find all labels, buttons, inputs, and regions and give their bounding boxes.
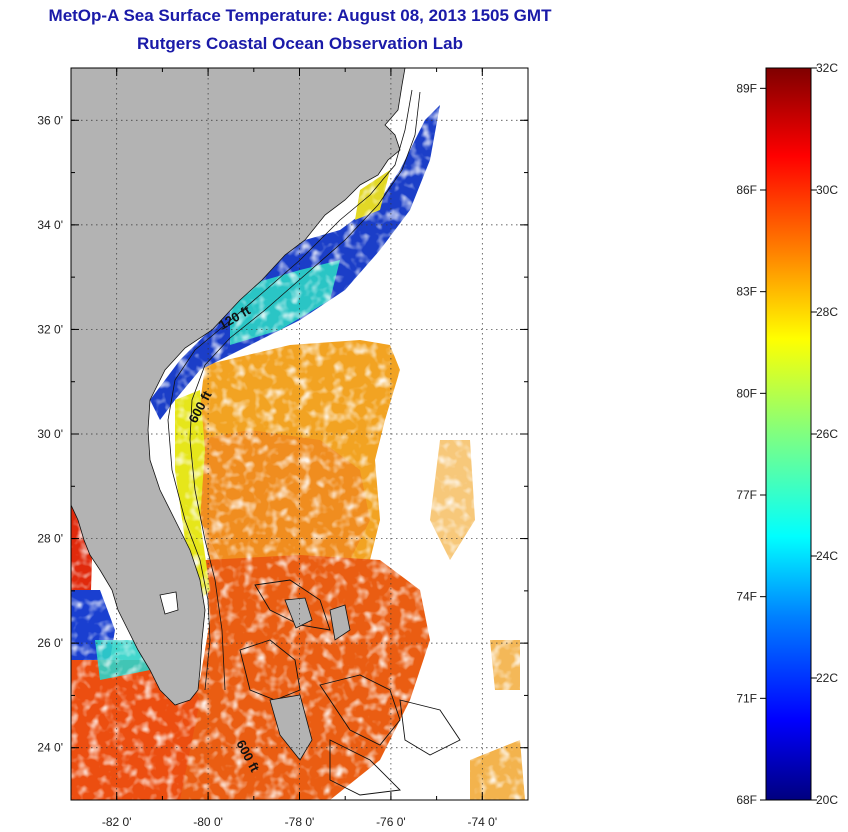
island-land: [159, 591, 351, 761]
x-tick-label: -78 0': [285, 815, 315, 829]
y-tick-label: 36 0': [37, 113, 63, 127]
colorbar-f-label: 77F: [736, 488, 757, 502]
axis-ticks: [70, 67, 529, 801]
colorbar: 89F 86F 83F 80F 77F 74F 71F 68F 32C 30C 28C 26C 24C…: [736, 61, 838, 807]
colorbar-f-label: 68F: [736, 793, 757, 807]
colorbar-c-label: 22C: [816, 671, 838, 685]
y-tick-label: 26 0': [37, 636, 63, 650]
x-tick-label: -76 0': [376, 815, 406, 829]
colorbar-gradient: [765, 67, 812, 801]
x-tick-label: -74 0': [467, 815, 497, 829]
land-mass: [71, 68, 406, 706]
colorbar-f-label: 89F: [736, 81, 757, 95]
y-tick-label: 28 0': [37, 532, 63, 546]
colorbar-fahrenheit-labels: 89F 86F 83F 80F 77F 74F 71F 68F: [736, 81, 766, 807]
colorbar-c-label: 20C: [816, 793, 838, 807]
chart-subtitle: Rutgers Coastal Ocean Observation Lab: [137, 34, 463, 53]
colorbar-c-label: 30C: [816, 183, 838, 197]
bathymetry-contours: [167, 89, 421, 691]
colorbar-f-label: 83F: [736, 285, 757, 299]
chart-title: MetOp-A Sea Surface Temperature: August …: [48, 6, 552, 25]
x-tick-label: -80 0': [193, 815, 223, 829]
y-tick-label: 24 0': [37, 741, 63, 755]
colorbar-c-label: 28C: [816, 305, 838, 319]
x-tick-label: -82 0': [102, 815, 132, 829]
y-tick-label: 30 0': [37, 427, 63, 441]
graticule: [71, 68, 528, 800]
x-axis-labels: -82 0' -80 0' -78 0' -76 0' -74 0': [102, 815, 497, 829]
map-area: [71, 68, 528, 800]
colorbar-celsius-labels: 32C 30C 28C 26C 24C 22C 20C: [811, 61, 838, 807]
colorbar-c-label: 26C: [816, 427, 838, 441]
colorbar-c-label: 24C: [816, 549, 838, 563]
colorbar-f-label: 86F: [736, 183, 757, 197]
colorbar-f-label: 74F: [736, 590, 757, 604]
island-outlines: [239, 579, 461, 796]
colorbar-f-label: 71F: [736, 691, 757, 705]
y-tick-label: 34 0': [37, 218, 63, 232]
y-tick-label: 32 0': [37, 322, 63, 336]
y-axis-labels: 24 0' 26 0' 28 0' 30 0' 32 0' 34 0' 36 0': [37, 113, 63, 754]
colorbar-c-label: 32C: [816, 61, 838, 75]
colorbar-f-label: 80F: [736, 386, 757, 400]
